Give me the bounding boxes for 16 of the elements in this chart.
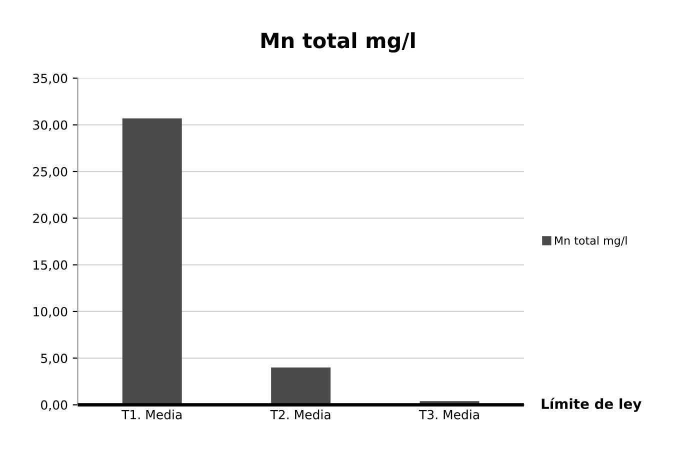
y-tick-label: 15,00 bbox=[34, 260, 68, 272]
y-tick-label: 10,00 bbox=[34, 306, 68, 318]
y-tick-label: 35,00 bbox=[33, 74, 68, 84]
y-tick-label: 30,00 bbox=[33, 120, 68, 132]
x-tick-label: T3. Media bbox=[418, 410, 479, 420]
x-tick-label: T2. Media bbox=[270, 410, 330, 420]
x-tick-label: T1. Media bbox=[122, 410, 182, 420]
y-tick-label: 25,00 bbox=[33, 166, 68, 178]
y-tick-label: 20,00 bbox=[33, 214, 68, 224]
bar bbox=[122, 118, 182, 405]
y-tick-label: 5,00 bbox=[41, 354, 68, 364]
chart-title: Mn total mg/l bbox=[261, 32, 415, 53]
legend-label: Mn total mg/l bbox=[555, 236, 627, 247]
bar bbox=[271, 367, 331, 405]
ref-line-label: Límite de ley bbox=[542, 398, 642, 412]
y-tick-label: 0,00 bbox=[41, 400, 68, 411]
